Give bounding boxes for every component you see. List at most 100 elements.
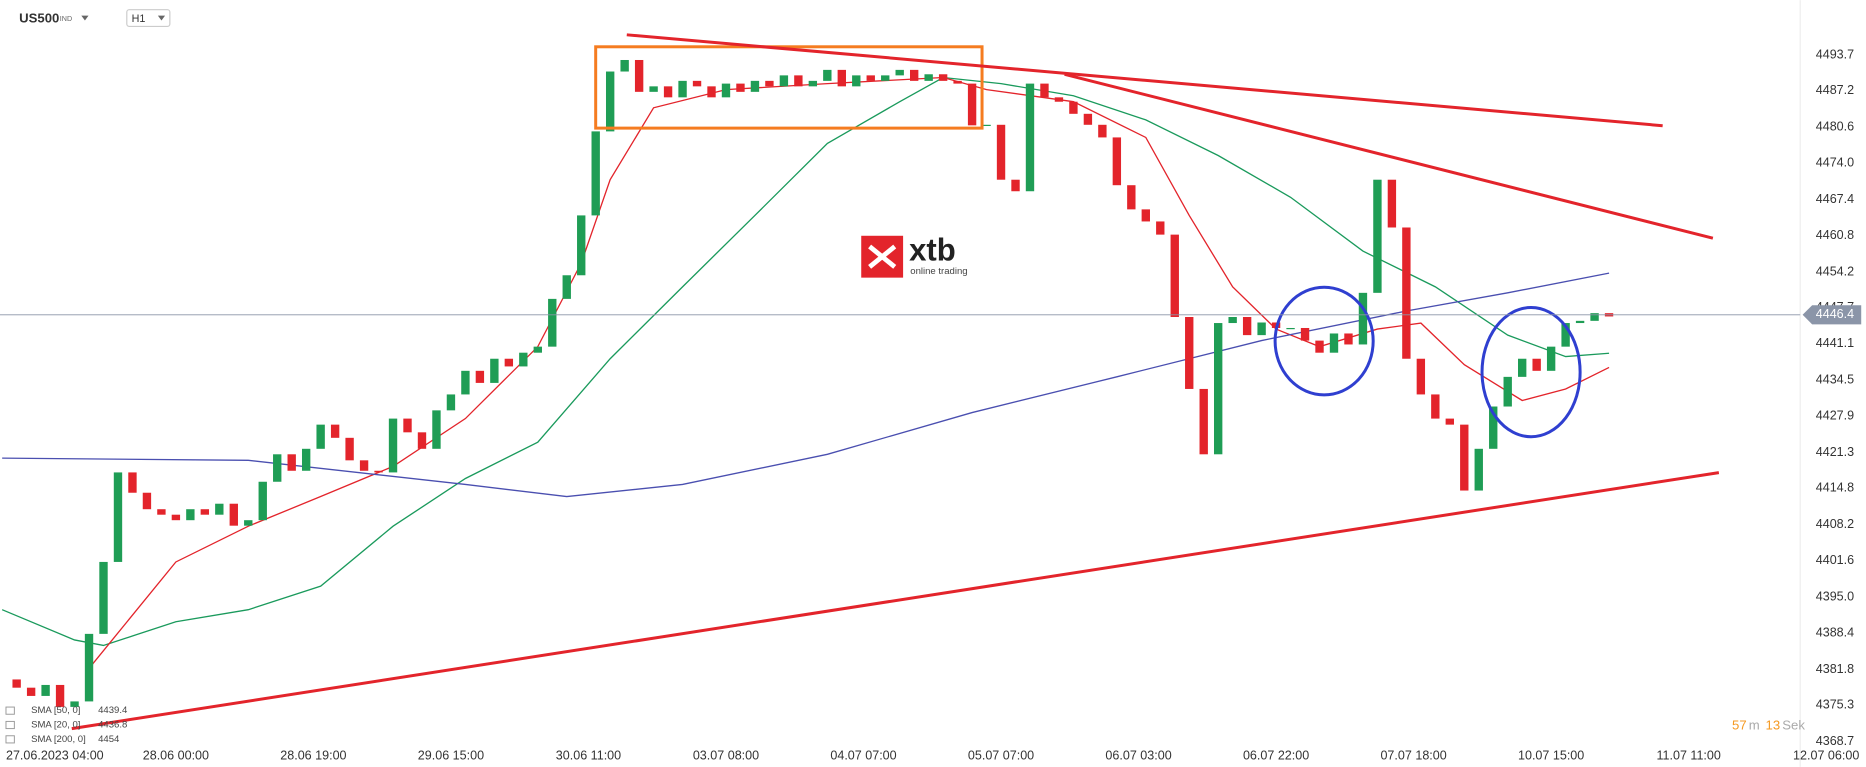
candle	[229, 503, 238, 526]
candle	[1474, 448, 1483, 491]
highlight-circle	[1273, 285, 1375, 397]
candle	[142, 492, 152, 510]
candle	[258, 481, 267, 521]
trend-line	[71, 471, 1720, 731]
candle	[808, 80, 818, 87]
legend-icon	[5, 735, 15, 744]
candle	[1170, 234, 1179, 318]
logo-x	[868, 244, 897, 269]
trend-line	[626, 33, 1663, 128]
timer-seconds: 13	[1766, 718, 1781, 733]
candle	[475, 370, 485, 383]
candle	[1141, 209, 1150, 222]
candle	[1083, 113, 1093, 125]
y-tick-label: 4414.8	[1816, 481, 1854, 495]
candle	[26, 687, 36, 696]
candle	[1344, 333, 1353, 345]
candle	[1286, 327, 1295, 330]
candle	[374, 470, 383, 473]
y-tick-label: 4460.8	[1816, 228, 1854, 242]
timeframe-dropdown	[157, 15, 166, 21]
candle	[605, 71, 615, 132]
candle	[707, 86, 716, 98]
candle	[345, 437, 354, 461]
x-tick-label: 29.06 15:00	[418, 748, 484, 762]
candle	[1445, 418, 1454, 425]
symbol-dropdown[interactable]	[81, 15, 89, 21]
x-tick-label: 12.07 06:00	[1793, 748, 1859, 762]
symbol[interactable]: US500	[19, 11, 59, 26]
candle	[938, 74, 948, 81]
candle	[359, 460, 369, 471]
candle	[113, 472, 123, 562]
candle	[1040, 83, 1049, 98]
candle	[273, 454, 282, 482]
candle	[1416, 358, 1426, 395]
y-tick-label: 4487.2	[1816, 83, 1854, 97]
candle	[171, 514, 181, 521]
y-tick-label: 4408.2	[1816, 517, 1854, 531]
candle	[1213, 323, 1223, 455]
x-tick-label: 27.06.2023 04:00	[6, 748, 104, 762]
candle	[837, 69, 846, 87]
candle	[1402, 227, 1411, 359]
candle	[1503, 376, 1512, 407]
candle	[1156, 221, 1165, 235]
y-tick-label: 4421.3	[1816, 445, 1854, 459]
sma-line	[1, 76, 1610, 647]
trend-line	[1064, 72, 1714, 240]
x-tick-label: 07.07 18:00	[1380, 748, 1446, 762]
y-tick-label: 4375.3	[1816, 698, 1854, 712]
candle	[533, 346, 542, 353]
current-price-tag	[1802, 305, 1862, 325]
candle	[953, 80, 962, 84]
candle	[779, 75, 789, 87]
candle	[577, 215, 586, 276]
timeframe: H1	[132, 13, 146, 25]
legend-name: SMA [50, 0]	[31, 705, 80, 716]
candle	[750, 80, 760, 92]
candle	[1518, 358, 1527, 377]
candle	[186, 509, 195, 521]
candle	[678, 80, 687, 98]
candle	[591, 131, 600, 216]
candle	[301, 448, 311, 471]
timer-minutes: 57	[1732, 718, 1747, 733]
timeframe-select[interactable]	[126, 9, 171, 28]
candle	[55, 684, 65, 707]
candle	[519, 352, 528, 367]
x-tick-label: 03.07 08:00	[693, 748, 759, 762]
logo-tagline: online trading	[910, 266, 967, 277]
candle	[1127, 185, 1136, 210]
candle	[287, 454, 296, 471]
candle	[982, 124, 991, 126]
x-tick-label: 04.07 07:00	[830, 748, 896, 762]
candle	[504, 358, 514, 367]
candle	[84, 633, 94, 702]
y-tick-label: 4388.4	[1816, 626, 1854, 640]
candle	[663, 86, 673, 98]
candle	[1460, 424, 1469, 491]
candle	[461, 370, 470, 395]
candle	[215, 503, 224, 515]
candle	[1199, 388, 1208, 455]
legend-value: 4454	[98, 734, 120, 745]
x-tick-label: 28.06 19:00	[280, 748, 346, 762]
candle	[490, 358, 499, 383]
candle	[1532, 358, 1541, 371]
x-tick-label: 28.06 00:00	[143, 748, 209, 762]
y-tick-label: 4401.6	[1816, 553, 1854, 567]
candle	[446, 394, 456, 411]
candle	[1054, 97, 1064, 102]
candle	[316, 424, 325, 449]
candle	[1590, 313, 1599, 321]
candle	[1257, 322, 1266, 336]
y-tick-label: 4474.0	[1816, 156, 1854, 170]
candle	[1358, 292, 1368, 345]
candle	[909, 69, 919, 81]
x-tick-label: 06.07 22:00	[1243, 748, 1309, 762]
symbol-type: IND	[60, 15, 72, 23]
candle	[41, 684, 50, 696]
logo-text: xtb	[909, 233, 956, 268]
